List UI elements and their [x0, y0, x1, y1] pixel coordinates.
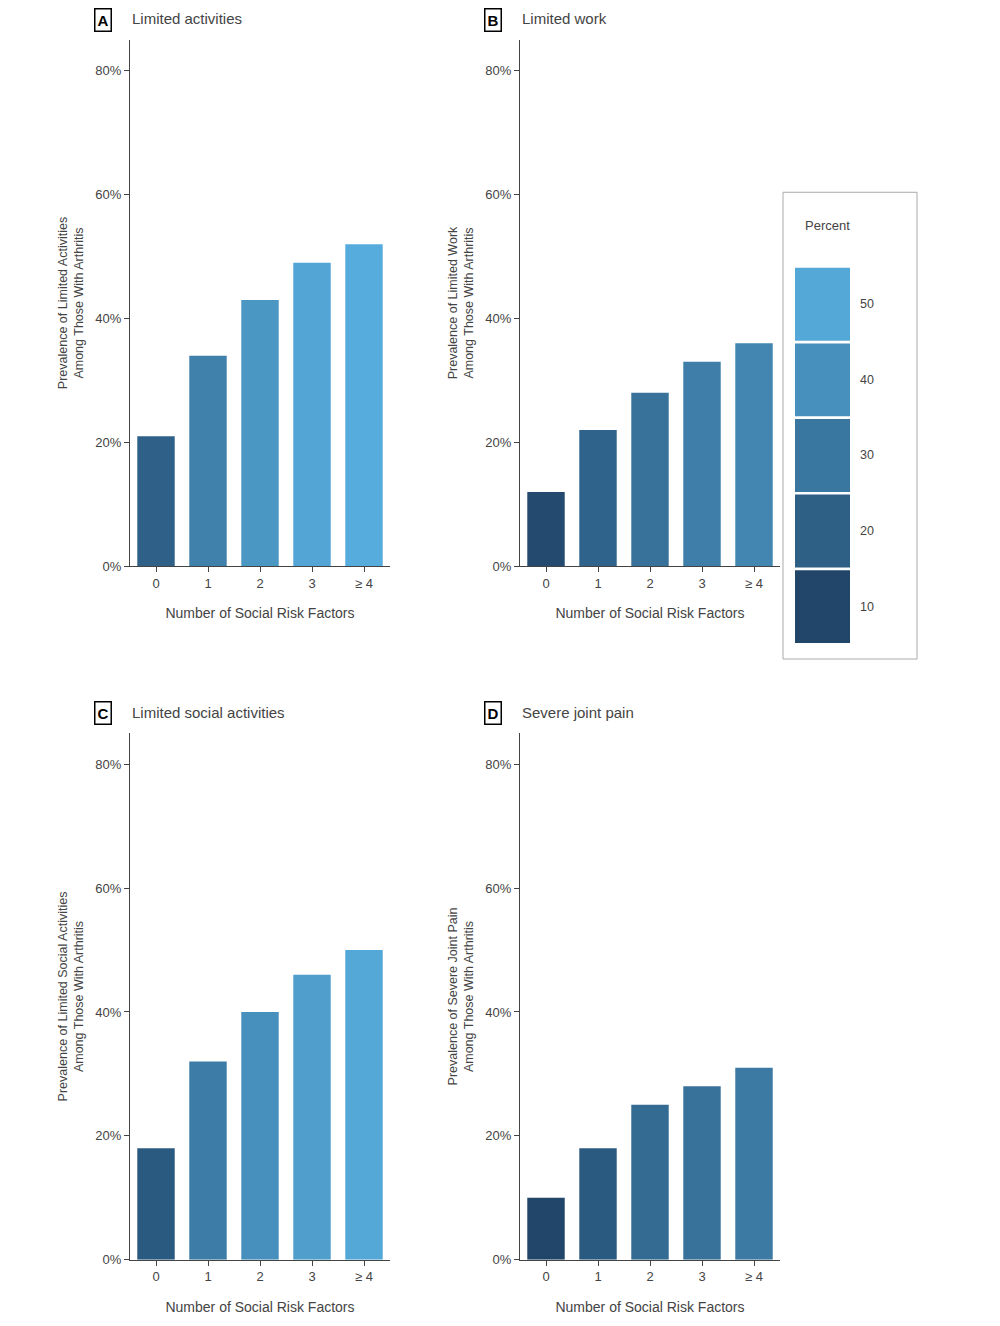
svg-text:40%: 40%	[95, 311, 121, 326]
svg-text:Number of Social Risk Factors: Number of Social Risk Factors	[165, 1299, 354, 1315]
svg-text:80%: 80%	[485, 757, 511, 772]
svg-text:Prevalence of Limited Social A: Prevalence of Limited Social ActivitiesA…	[56, 892, 86, 1102]
svg-text:20%: 20%	[485, 435, 511, 450]
svg-text:40%: 40%	[485, 311, 511, 326]
svg-text:1: 1	[594, 576, 601, 591]
svg-text:2: 2	[646, 576, 653, 591]
svg-text:30: 30	[860, 448, 874, 462]
svg-text:A: A	[98, 12, 109, 29]
svg-text:20%: 20%	[95, 1128, 121, 1143]
svg-text:80%: 80%	[95, 757, 121, 772]
svg-text:0: 0	[542, 1269, 549, 1284]
svg-text:2: 2	[256, 1269, 263, 1284]
svg-text:1: 1	[204, 1269, 211, 1284]
svg-text:Severe joint pain: Severe joint pain	[522, 704, 634, 721]
svg-text:3: 3	[698, 1269, 705, 1284]
svg-text:0: 0	[152, 576, 159, 591]
svg-text:Percent: Percent	[805, 218, 850, 233]
svg-text:20%: 20%	[485, 1128, 511, 1143]
svg-text:10: 10	[860, 600, 874, 614]
svg-text:≥ 4: ≥ 4	[355, 1269, 373, 1284]
svg-text:Limited social activities: Limited social activities	[132, 704, 285, 721]
svg-text:1: 1	[204, 576, 211, 591]
svg-text:40%: 40%	[485, 1005, 511, 1020]
svg-text:0: 0	[542, 576, 549, 591]
svg-text:40%: 40%	[95, 1005, 121, 1020]
svg-text:C: C	[98, 705, 109, 722]
svg-text:60%: 60%	[485, 187, 511, 202]
svg-text:≥ 4: ≥ 4	[745, 576, 763, 591]
svg-text:0%: 0%	[493, 1252, 512, 1267]
svg-text:Number of Social Risk Factors: Number of Social Risk Factors	[555, 1299, 744, 1315]
svg-text:3: 3	[698, 576, 705, 591]
svg-text:Prevalence of Limited WorkAmon: Prevalence of Limited WorkAmong Those Wi…	[446, 226, 476, 379]
svg-text:80%: 80%	[485, 63, 511, 78]
svg-text:2: 2	[646, 1269, 653, 1284]
svg-text:1: 1	[594, 1269, 601, 1284]
svg-text:0: 0	[152, 1269, 159, 1284]
svg-text:D: D	[488, 705, 499, 722]
svg-text:60%: 60%	[95, 881, 121, 896]
svg-text:Number of Social Risk Factors: Number of Social Risk Factors	[165, 605, 354, 621]
svg-text:20: 20	[860, 524, 874, 538]
svg-text:≥ 4: ≥ 4	[355, 576, 373, 591]
svg-text:2: 2	[256, 576, 263, 591]
svg-text:0%: 0%	[103, 559, 122, 574]
svg-text:50: 50	[860, 297, 874, 311]
svg-text:Prevalence of Limited Activiti: Prevalence of Limited ActivitiesAmong Th…	[56, 217, 86, 389]
svg-text:20%: 20%	[95, 435, 121, 450]
svg-text:Limited activities: Limited activities	[132, 10, 242, 27]
svg-text:Prevalence of Severe Joint Pai: Prevalence of Severe Joint PainAmong Tho…	[446, 908, 476, 1086]
svg-text:B: B	[488, 12, 499, 29]
svg-text:0%: 0%	[103, 1252, 122, 1267]
svg-text:Number of Social Risk Factors: Number of Social Risk Factors	[555, 605, 744, 621]
svg-text:60%: 60%	[95, 187, 121, 202]
svg-text:80%: 80%	[95, 63, 121, 78]
svg-text:Limited work: Limited work	[522, 10, 607, 27]
svg-text:60%: 60%	[485, 881, 511, 896]
svg-text:0%: 0%	[493, 559, 512, 574]
svg-text:3: 3	[308, 1269, 315, 1284]
svg-text:40: 40	[860, 373, 874, 387]
svg-text:3: 3	[308, 576, 315, 591]
svg-text:≥ 4: ≥ 4	[745, 1269, 763, 1284]
